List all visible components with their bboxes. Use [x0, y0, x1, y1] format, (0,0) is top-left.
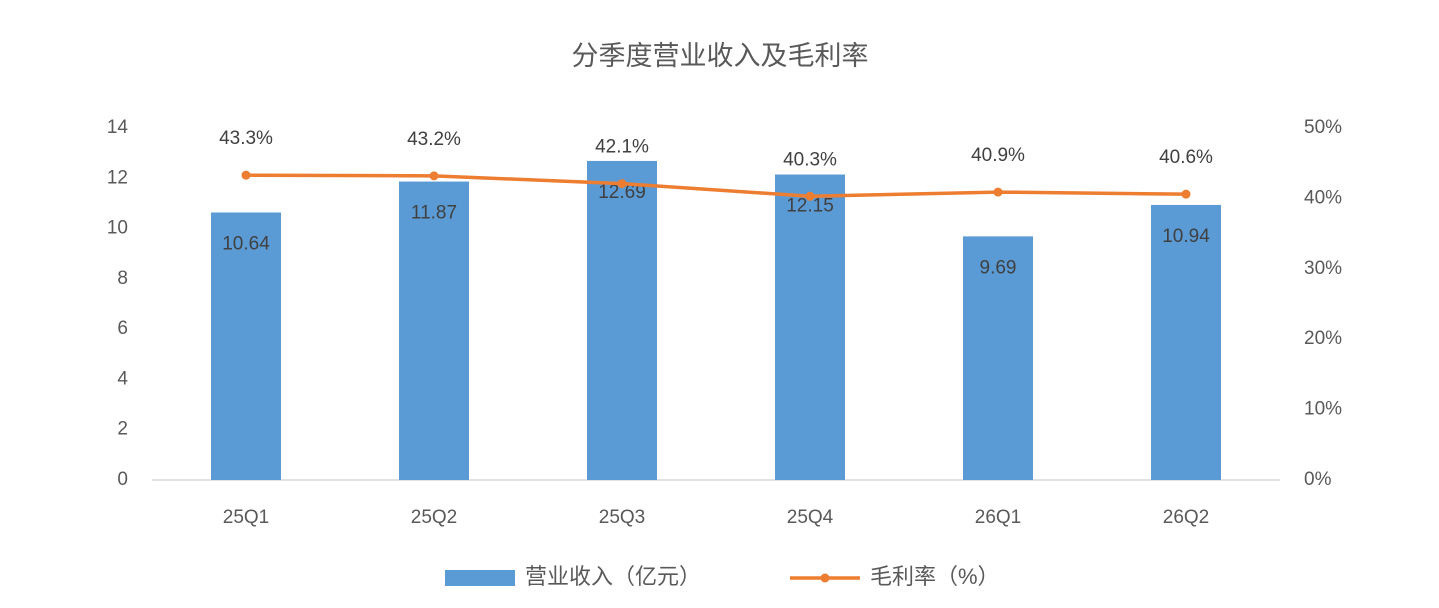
y-tick-label: 8 [117, 268, 128, 289]
line-point [993, 187, 1003, 197]
y2-tick-label: 30% [1304, 258, 1342, 279]
y2-tick-label: 0% [1304, 469, 1332, 490]
y2-tick-label: 10% [1304, 399, 1342, 420]
y2-tick-label: 20% [1304, 328, 1342, 349]
bar-value-label: 9.69 [980, 257, 1017, 278]
chart-title: 分季度营业收入及毛利率 [572, 41, 869, 71]
x-tick-label: 26Q2 [1163, 507, 1209, 528]
line-point [617, 179, 627, 189]
line-value-label: 40.3% [783, 149, 837, 170]
y-tick-label: 10 [107, 218, 128, 239]
line-value-label: 43.2% [407, 129, 461, 150]
legend-swatch [445, 570, 515, 586]
line-point [1181, 189, 1191, 199]
x-tick-label: 25Q3 [599, 507, 645, 528]
line-point [429, 171, 439, 181]
x-tick-label: 26Q1 [975, 507, 1021, 528]
bar-value-label: 11.87 [411, 203, 457, 224]
x-tick-label: 25Q2 [411, 507, 457, 528]
legend-label: 毛利率（%） [870, 564, 1000, 589]
legend-label: 营业收入（亿元） [525, 564, 701, 589]
bar-value-label: 10.94 [1162, 226, 1210, 247]
y-tick-label: 12 [107, 167, 128, 188]
x-tick-label: 25Q1 [223, 507, 269, 528]
line-point [805, 191, 815, 201]
y-tick-label: 4 [117, 368, 128, 389]
bar-value-label: 10.64 [222, 233, 270, 254]
bar [1151, 204, 1221, 481]
bar [587, 160, 657, 481]
y2-tick-label: 40% [1304, 187, 1342, 208]
line-value-label: 40.6% [1159, 147, 1213, 168]
y2-tick-label: 50% [1304, 117, 1342, 138]
bar-value-label: 12.15 [786, 196, 834, 217]
y-tick-label: 2 [117, 419, 128, 440]
bar [775, 174, 845, 480]
y-tick-label: 0 [117, 469, 128, 490]
line [245, 173, 1187, 199]
line-value-label: 42.1% [595, 137, 649, 158]
x-tick-label: 25Q4 [787, 507, 834, 528]
line-value-label: 43.3% [219, 128, 273, 149]
line-value-label: 40.9% [971, 145, 1025, 166]
y-tick-label: 6 [117, 318, 128, 339]
bar [963, 236, 1033, 480]
bar [399, 181, 469, 480]
bar-value-label: 12.69 [598, 182, 646, 203]
y-tick-label: 14 [107, 117, 129, 138]
bar [211, 212, 281, 481]
legend-swatch-point [820, 573, 830, 583]
line-point [241, 170, 251, 180]
